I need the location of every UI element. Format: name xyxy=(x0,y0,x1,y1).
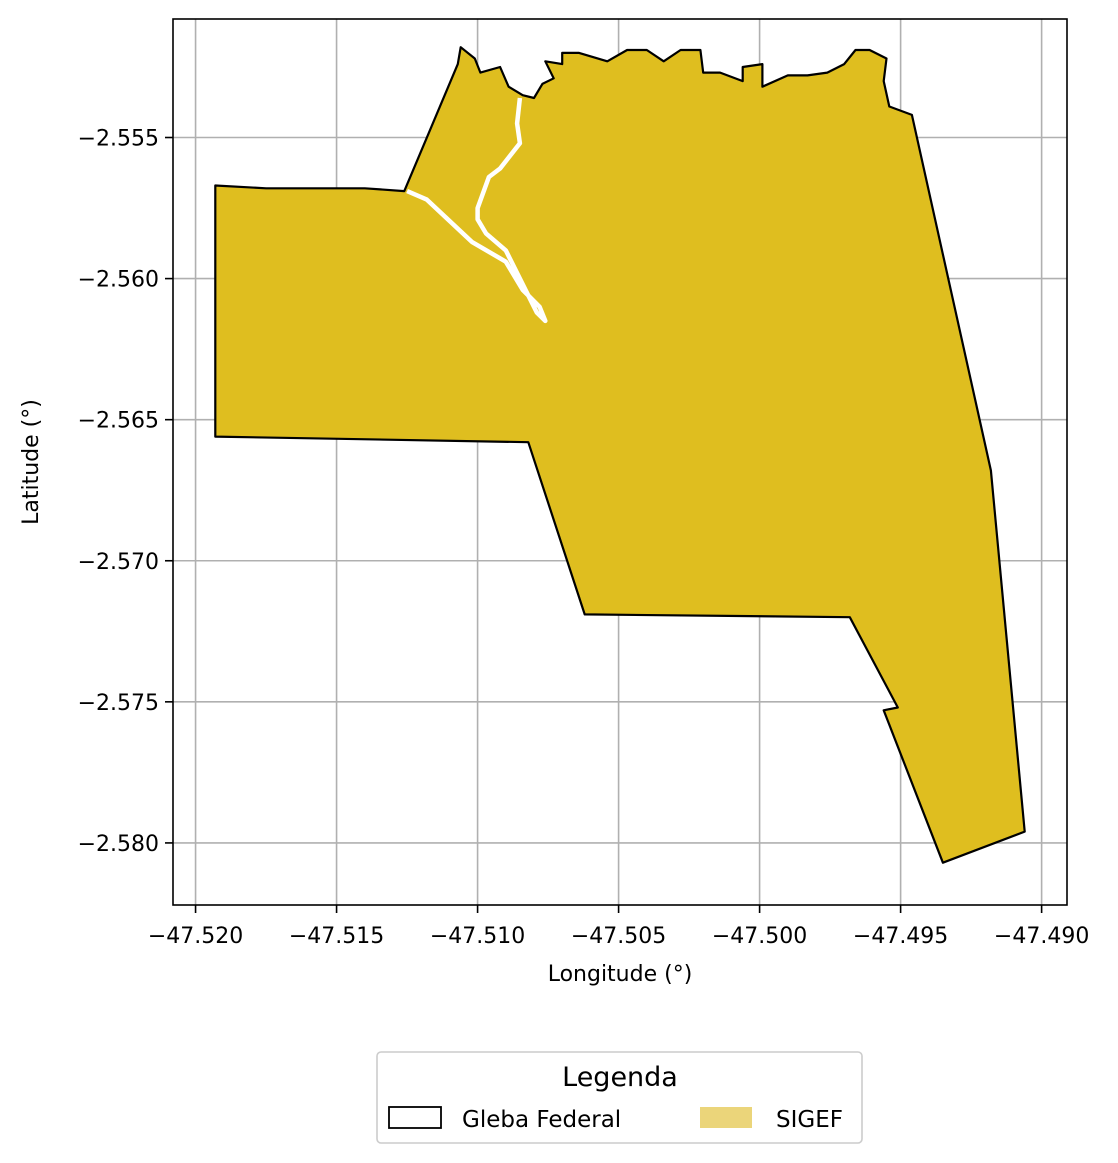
y-tick-label: −2.555 xyxy=(78,127,159,152)
legend-label-sigef: SIGEF xyxy=(776,1107,843,1133)
x-tick-label: −47.495 xyxy=(853,924,948,949)
x-tick-label: −47.490 xyxy=(994,924,1089,949)
y-tick-label: −2.560 xyxy=(78,268,159,293)
y-tick-label: −2.565 xyxy=(78,409,159,434)
legend-swatch-gleba-federal xyxy=(388,1106,442,1129)
x-tick-label: −47.510 xyxy=(430,924,525,949)
x-tick-label: −47.515 xyxy=(289,924,384,949)
gleba-federal-boundary xyxy=(214,46,1026,864)
y-tick-label: −2.580 xyxy=(78,832,159,857)
plot-frame xyxy=(172,18,1068,906)
y-tick-label: −2.575 xyxy=(78,691,159,716)
river-line xyxy=(406,97,548,324)
x-axis-label: Longitude (°) xyxy=(548,962,693,987)
legend-swatch-sigef xyxy=(700,1107,752,1128)
map-layers xyxy=(214,46,1026,864)
y-tick-label: −2.570 xyxy=(78,550,159,575)
x-tick-label: −47.505 xyxy=(571,924,666,949)
axis-ticks: −47.520 −47.515 −47.510 −47.505 −47.500 −47.4… xyxy=(78,127,1090,949)
x-tick-label: −47.520 xyxy=(148,924,243,949)
sigef-polygon xyxy=(215,47,1025,863)
legend-title: Legenda xyxy=(562,1062,678,1093)
x-tick-label: −47.500 xyxy=(712,924,807,949)
legend-label-gleba-federal: Gleba Federal xyxy=(462,1107,621,1133)
legend: Legenda Gleba Federal SIGEF xyxy=(376,1051,863,1144)
y-axis-label: Latitude (°) xyxy=(19,399,44,525)
